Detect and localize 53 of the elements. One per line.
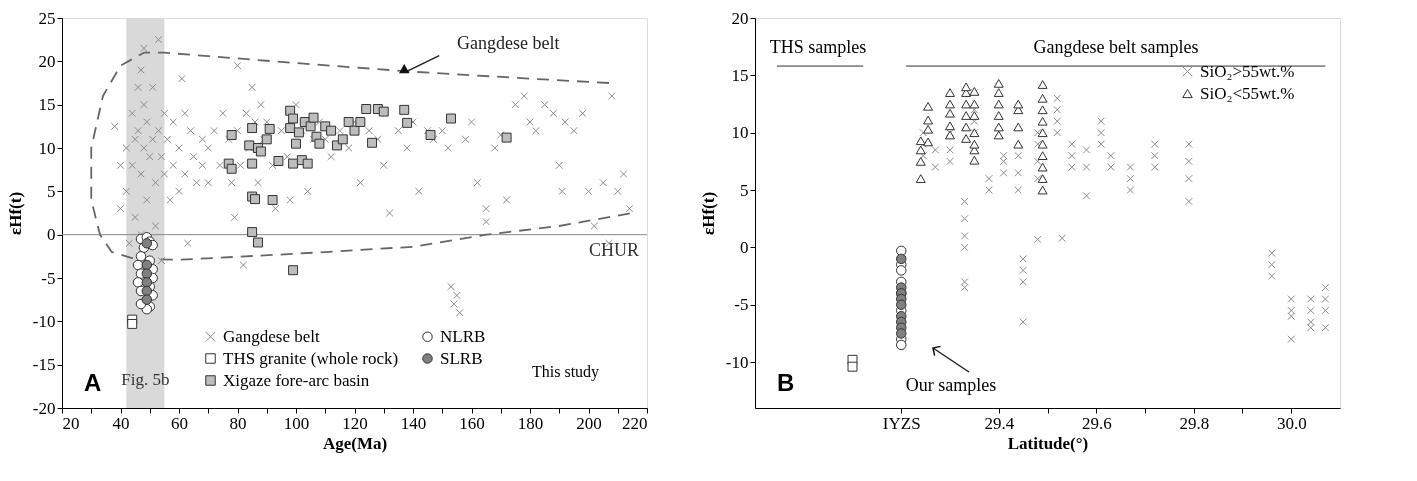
annotation: Gangdese belt samples <box>1033 37 1199 57</box>
x-tick-label: 160 <box>459 413 485 433</box>
y-axis-title: εHf(t) <box>5 191 25 236</box>
legend-label: NLRB <box>440 326 486 346</box>
x-tick-label: 29.6 <box>1081 413 1112 433</box>
y-tick-label: 15 <box>38 95 56 115</box>
x-tick-label: 40 <box>112 413 130 433</box>
x-tick-label: 29.8 <box>1179 413 1210 433</box>
y-tick-label: 0 <box>740 237 749 257</box>
y-tick-label: 15 <box>731 65 749 85</box>
y-tick-label: 5 <box>47 181 56 201</box>
annotation: This study <box>532 363 600 381</box>
annotation: Our samples <box>905 375 997 395</box>
x-axis-title: Latitude(°) <box>1007 433 1089 453</box>
x-tick-label: 180 <box>517 413 544 433</box>
x-tick-label: 60 <box>171 413 188 433</box>
legend-label: SiO₂>55wt.% <box>1200 61 1295 81</box>
x-tick-label: IYZS <box>882 413 921 433</box>
x-tick-label: 100 <box>283 413 310 433</box>
legend-label: Gangdese belt <box>223 326 321 346</box>
y-tick-label: -5 <box>41 268 56 288</box>
x-tick-label: 80 <box>229 413 247 433</box>
y-tick-label: -20 <box>32 398 56 418</box>
y-tick-label: -10 <box>725 352 749 372</box>
y-tick-label: -10 <box>32 311 56 331</box>
x-tick-label: 29.4 <box>984 413 1015 433</box>
ref-line-label: CHUR <box>588 239 639 260</box>
y-tick-label: 20 <box>731 8 749 28</box>
legend-label: Xigaze fore-arc basin <box>223 370 370 390</box>
x-axis-title: Age(Ma) <box>322 433 388 453</box>
annotation: THS samples <box>769 37 867 57</box>
legend-label: SLRB <box>440 348 483 368</box>
annotation: Gangdese belt <box>456 32 560 53</box>
band-label: Fig. 5b <box>121 370 170 389</box>
legend-label: SiO₂<55wt.% <box>1200 83 1295 103</box>
legend-label: THS granite (whole rock) <box>223 348 399 368</box>
y-tick-label: 0 <box>47 225 56 245</box>
x-tick-label: 220 <box>622 413 648 433</box>
y-tick-label: -5 <box>734 295 749 315</box>
y-tick-label: 5 <box>740 180 749 200</box>
x-tick-label: 200 <box>576 413 602 433</box>
y-tick-label: 10 <box>38 138 56 158</box>
y-tick-label: -15 <box>32 355 56 375</box>
x-tick-label: 30.0 <box>1276 413 1307 433</box>
x-tick-label: 20 <box>62 413 80 433</box>
y-tick-label: 20 <box>38 51 56 71</box>
annotation: A <box>84 369 102 396</box>
y-axis-title: εHf(t) <box>698 191 718 236</box>
x-tick-label: 120 <box>342 413 368 433</box>
y-tick-label: 10 <box>731 123 749 143</box>
y-tick-label: 25 <box>38 8 56 28</box>
annotation: B <box>777 369 795 396</box>
x-tick-label: 140 <box>400 413 427 433</box>
